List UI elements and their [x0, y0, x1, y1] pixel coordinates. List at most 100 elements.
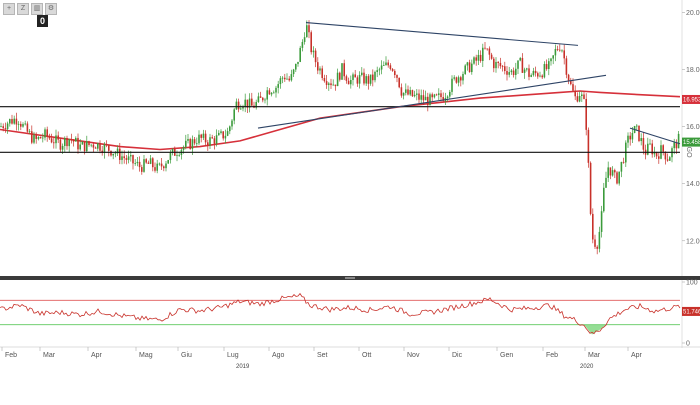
x-tick-label: Set — [317, 352, 328, 359]
candle-body — [391, 68, 394, 71]
candle-body — [339, 72, 341, 80]
candle-body — [273, 92, 275, 94]
candle-body — [310, 32, 312, 53]
year-label: 2020 — [580, 364, 594, 370]
candle-body — [292, 69, 295, 75]
candle-body — [35, 134, 37, 139]
candle-body — [211, 137, 213, 139]
candle-body — [389, 65, 392, 69]
candle-body — [169, 152, 172, 161]
candle-body — [26, 123, 29, 132]
candle-body — [275, 87, 277, 93]
zero-badge: 0 — [37, 15, 48, 27]
candle-body — [303, 37, 306, 42]
candle-body — [653, 152, 656, 155]
candle-body — [636, 125, 638, 127]
candle-body — [647, 143, 649, 155]
candle-body — [24, 123, 26, 125]
rsi-line — [0, 292, 681, 335]
candle-body — [83, 141, 86, 152]
candle-body — [611, 170, 614, 176]
candle-body — [504, 66, 506, 72]
candle-body — [532, 70, 535, 76]
candle-body — [677, 133, 680, 149]
candle-body — [429, 94, 431, 106]
candle-body — [15, 118, 18, 125]
candle-body — [409, 90, 411, 95]
candle-body — [345, 76, 348, 81]
x-tick-label: Mar — [588, 352, 601, 359]
candle-body — [508, 72, 510, 75]
candle-body — [97, 143, 99, 149]
candle-body — [488, 48, 491, 55]
candle-body — [501, 66, 504, 67]
candle-body — [215, 135, 218, 144]
candle-body — [312, 50, 315, 53]
candle-body — [94, 147, 97, 149]
candle-body — [200, 134, 202, 138]
candle-body — [565, 58, 568, 75]
candle-body — [143, 159, 145, 172]
candle-body — [185, 140, 187, 147]
candle-body — [281, 77, 284, 79]
settings-icon[interactable]: ⚙ — [45, 3, 57, 15]
candle-body — [233, 109, 235, 121]
candle-body — [196, 143, 198, 145]
candles-icon[interactable]: ▥ — [31, 3, 43, 15]
candle-body — [295, 63, 297, 70]
candle-body — [114, 153, 117, 155]
candle-body — [378, 69, 381, 71]
candle-body — [530, 75, 532, 77]
candle-body — [655, 152, 658, 157]
candle-body — [431, 94, 433, 98]
x-tick-label: Feb — [5, 352, 17, 359]
candle-body — [61, 145, 64, 150]
candle-body — [257, 96, 260, 103]
candle-body — [321, 68, 323, 78]
candle-body — [519, 58, 521, 61]
candle-body — [37, 137, 40, 139]
candle-body — [138, 161, 141, 168]
candle-body — [574, 90, 576, 97]
candle-body — [39, 137, 42, 139]
candle-body — [334, 84, 337, 87]
candle-body — [596, 246, 598, 249]
candle-body — [475, 57, 477, 61]
candle-body — [242, 106, 244, 109]
trendline — [257, 74, 607, 129]
candle-body — [543, 64, 546, 78]
candle-body — [244, 99, 246, 107]
candle-body — [618, 171, 620, 184]
candle-body — [341, 63, 343, 80]
crosshair-icon[interactable]: + — [3, 3, 15, 15]
candle-body — [290, 74, 293, 81]
x-tick-label: Ago — [272, 352, 285, 359]
candle-body — [22, 124, 24, 127]
candle-body — [554, 49, 557, 56]
candle-body — [402, 92, 405, 96]
candle-body — [119, 148, 121, 160]
candle-body — [33, 134, 35, 143]
x-tick-label: Lug — [227, 352, 239, 359]
candle-body — [669, 157, 671, 161]
candle-body — [499, 62, 502, 67]
rsi-oversold-fill — [579, 324, 606, 335]
x-tick-label: Ott — [362, 352, 371, 359]
candle-body — [495, 61, 497, 69]
zoom-icon[interactable]: Z — [17, 3, 29, 15]
candle-body — [317, 62, 319, 71]
candle-body — [59, 139, 62, 150]
candle-body — [363, 72, 365, 84]
candle-body — [237, 101, 240, 110]
candle-body — [57, 135, 59, 140]
candle-body — [163, 166, 165, 169]
candle-body — [446, 96, 449, 98]
candle-body — [556, 49, 559, 50]
candle-body — [44, 129, 46, 138]
candle-body — [561, 50, 563, 52]
candle-body — [537, 73, 539, 77]
candle-body — [165, 163, 167, 169]
rsi-tick-label: 100 — [686, 280, 698, 287]
candle-body — [572, 84, 574, 91]
candle-body — [13, 118, 15, 124]
